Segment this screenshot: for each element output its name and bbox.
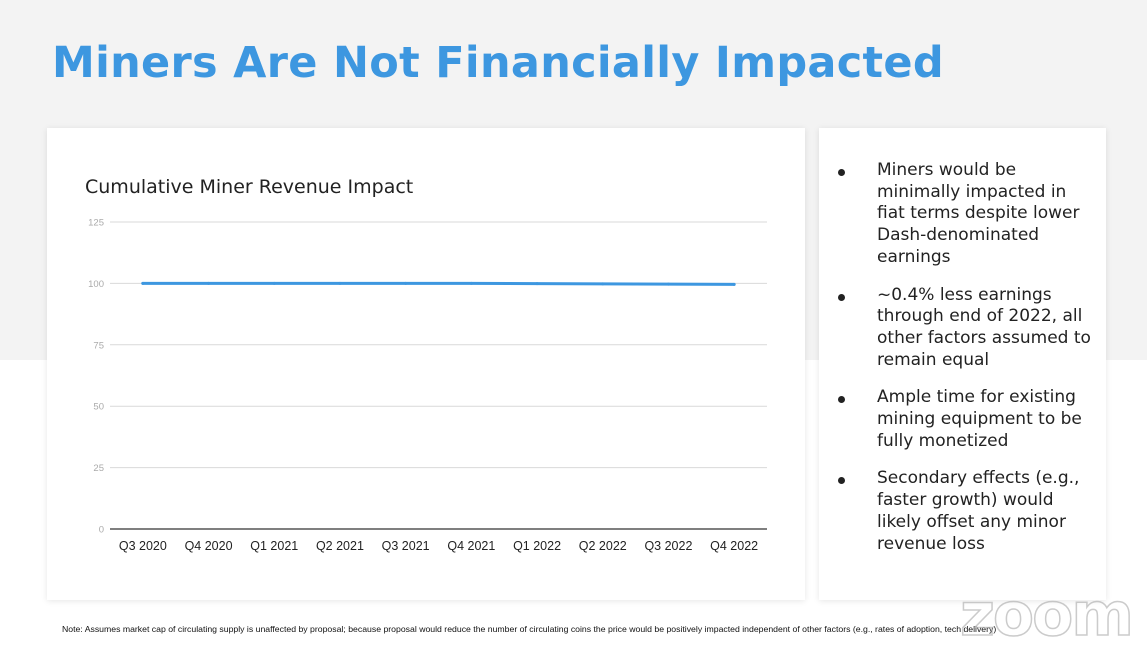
x-tick-label: Q4 2021 [447,539,495,553]
data-point [469,281,473,285]
footnote: Note: Assumes market cap of circulating … [62,624,997,634]
data-point [666,282,670,286]
bullet-dot-icon [838,396,845,404]
x-tick-label: Q4 2022 [710,539,758,553]
y-tick-label: 0 [99,525,104,536]
bullet-dot-icon [838,293,845,301]
bullet-text: Miners would be minimally impacted in fi… [877,160,1080,267]
bullet-text: Ample time for existing mining equipment… [877,387,1082,451]
bullet-panel: Miners would be minimally impacted in fi… [819,128,1106,600]
zoom-watermark: zoom [959,579,1134,650]
x-tick-label: Q3 2021 [382,539,430,553]
series-line [141,281,736,286]
data-point [338,281,342,285]
bullet-item: Miners would be minimally impacted in fi… [819,160,1106,269]
data-point [732,282,736,286]
line-chart: 0 25 50 75 100 125 Q3 2020 Q4 2020 Q1 2021 Q2 202… [88,218,767,553]
y-tick-label: 125 [88,218,104,229]
y-tick-label: 75 [93,340,104,351]
data-point [601,282,605,286]
x-tick-label: Q4 2020 [185,539,233,553]
x-tick-label: Q2 2021 [316,539,364,553]
data-point [272,281,276,285]
x-tick-label: Q1 2022 [513,539,561,553]
x-tick-label: Q3 2022 [644,539,692,553]
x-tick-label: Q3 2020 [119,539,167,553]
data-point [404,281,408,285]
chart-title: Cumulative Miner Revenue Impact [85,176,414,198]
data-point [207,281,211,285]
data-point [535,282,539,286]
bullet-item: Ample time for existing mining equipment… [819,387,1106,452]
bullet-dot-icon [838,477,845,485]
data-point [141,281,145,285]
bullet-item: Secondary effects (e.g., faster growth) … [819,468,1106,555]
bullet-text: ~0.4% less earnings through end of 2022,… [877,284,1091,370]
y-tick-label: 100 [88,279,104,290]
y-tick-label: 50 [93,402,104,413]
x-tick-label: Q1 2021 [250,539,298,553]
bullet-dot-icon [838,169,845,176]
y-tick-label: 25 [93,463,104,474]
chart-panel: Cumulative Miner Revenue Impact 0 25 50 75 1… [47,128,805,600]
slide-title: Miners Are Not Financially Impacted [52,38,944,88]
bullet-text: Secondary effects (e.g., faster growth) … [877,468,1080,554]
bullet-list: Miners would be minimally impacted in fi… [819,160,1106,571]
x-tick-label: Q2 2022 [579,539,627,553]
bullet-item: ~0.4% less earnings through end of 2022,… [819,285,1106,372]
